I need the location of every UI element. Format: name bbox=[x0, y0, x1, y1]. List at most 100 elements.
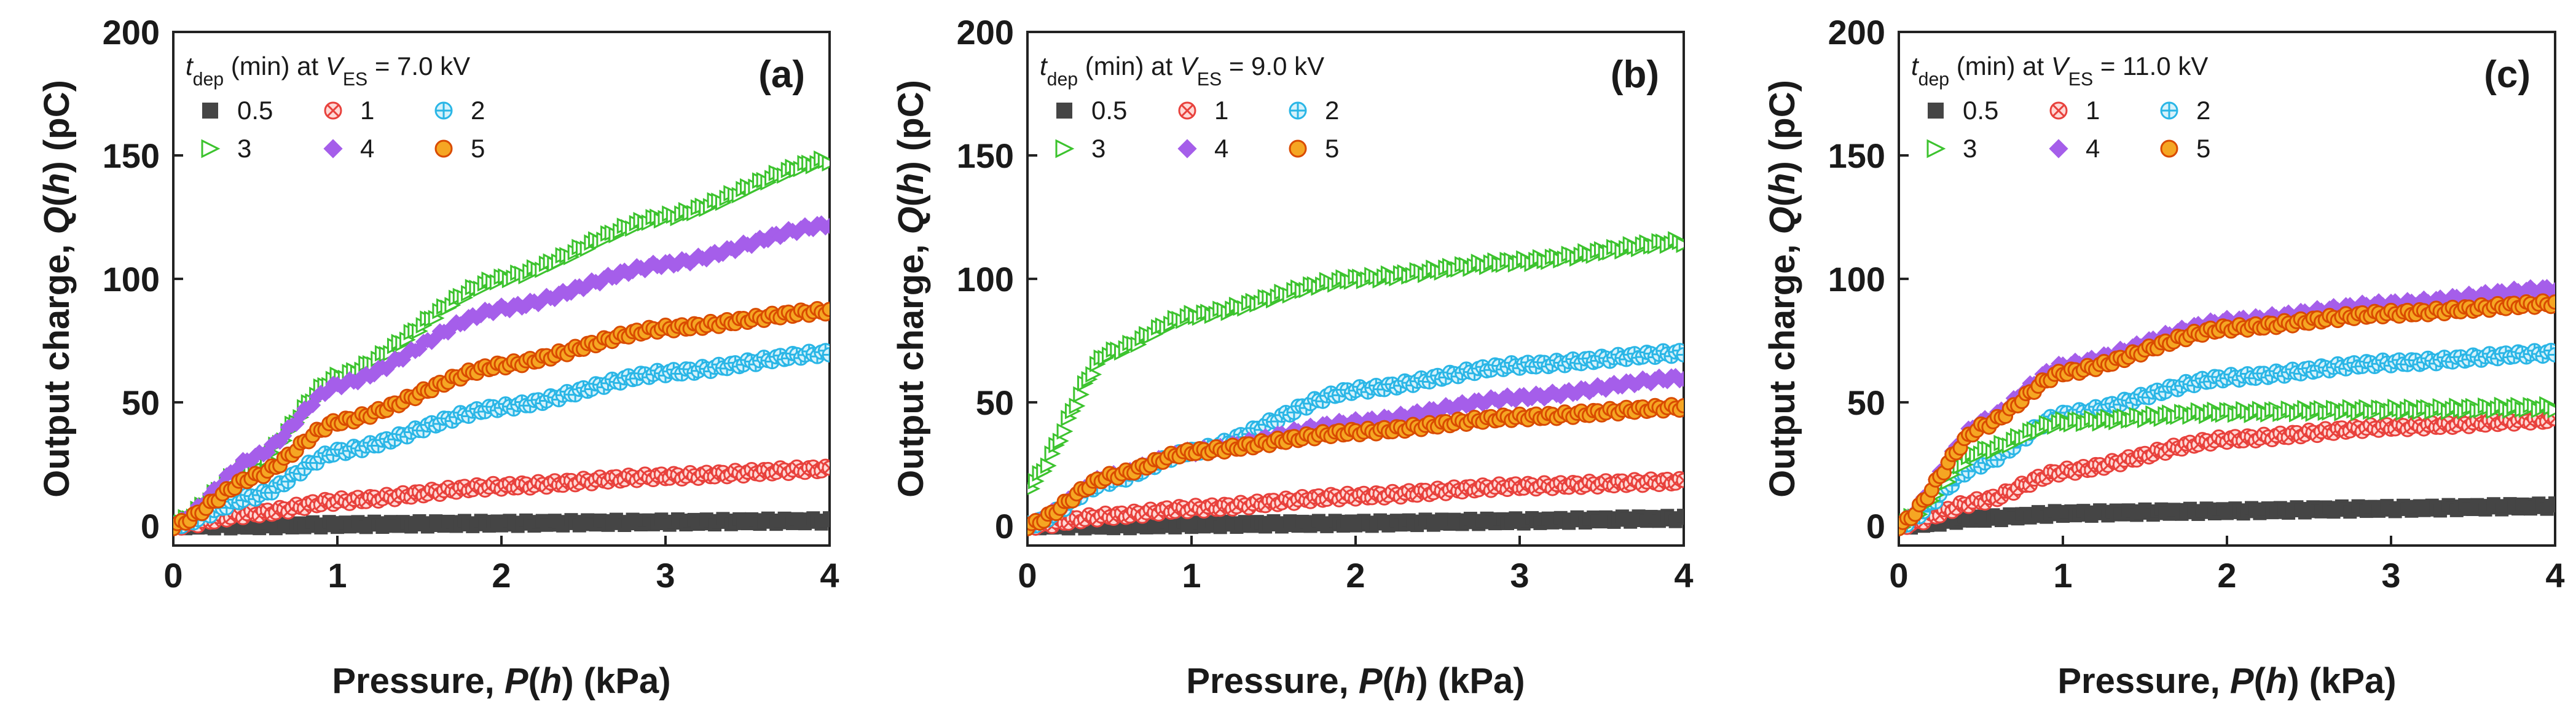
data-point bbox=[1073, 386, 1090, 403]
y-tick-label: 100 bbox=[957, 260, 1014, 299]
data-point bbox=[2548, 496, 2555, 511]
x-tick-label: 1 bbox=[1182, 556, 1201, 595]
y-tick-label: 200 bbox=[957, 13, 1014, 52]
series-1 bbox=[1899, 409, 2555, 535]
data-point bbox=[1675, 370, 1684, 388]
legend-label: 2 bbox=[471, 96, 485, 125]
legend-marker bbox=[434, 101, 453, 120]
data-point bbox=[579, 277, 596, 294]
x-tick-label: 3 bbox=[2381, 556, 2400, 595]
panel-label: (c) bbox=[2484, 53, 2531, 96]
legend-item-4: 4 bbox=[323, 134, 374, 163]
y-tick-label: 0 bbox=[1866, 507, 1885, 546]
legend-item-4: 4 bbox=[2049, 134, 2100, 163]
data-point bbox=[1677, 509, 1684, 523]
legend-label: 3 bbox=[1091, 134, 1105, 163]
legend-item-3: 3 bbox=[1926, 134, 1977, 163]
legend-item-1: 1 bbox=[2049, 96, 2100, 125]
x-tick-label: 4 bbox=[1674, 556, 1693, 595]
legend-marker bbox=[1928, 103, 1944, 119]
legend-item-5: 5 bbox=[434, 134, 485, 163]
legend-item-0-5: 0.5 bbox=[1928, 96, 1998, 125]
legend-label: 0.5 bbox=[1963, 96, 1998, 125]
data-point bbox=[517, 298, 535, 315]
legend-label: 5 bbox=[2196, 134, 2210, 163]
data-point bbox=[776, 225, 793, 243]
y-tick-label: 50 bbox=[976, 383, 1014, 422]
legend-title: tdep (min) at VES = 11.0 kV bbox=[1911, 52, 2208, 90]
y-tick-label: 200 bbox=[1828, 13, 1885, 52]
legend-marker bbox=[324, 101, 342, 120]
y-tick-label: 50 bbox=[1847, 383, 1885, 422]
data-point bbox=[788, 224, 805, 241]
legend-item-5: 5 bbox=[1289, 134, 1339, 163]
legend-label: 1 bbox=[1214, 96, 1228, 125]
legend-marker bbox=[1289, 101, 1307, 120]
y-axis-title: Output charge, Q(h) (pC) bbox=[37, 80, 77, 498]
legend-marker bbox=[434, 139, 453, 158]
data-point bbox=[399, 345, 415, 362]
x-tick-label: 1 bbox=[328, 556, 347, 595]
data-point bbox=[288, 415, 305, 432]
legend-item-3: 3 bbox=[201, 134, 251, 163]
y-tick-label: 100 bbox=[1828, 260, 1885, 299]
data-point bbox=[395, 351, 411, 368]
panel-label: (b) bbox=[1611, 53, 1659, 96]
legend-item-3: 3 bbox=[1055, 134, 1105, 163]
x-tick-label: 2 bbox=[2217, 556, 2236, 595]
chart-panel-1: 0 1 2 3 4 0 50 100 150 200 Pressure, P(h) (kPa) Out… bbox=[37, 13, 839, 701]
x-tick-label: 4 bbox=[2545, 556, 2564, 595]
data-point bbox=[423, 334, 440, 350]
x-axis-title: Pressure, P(h) (kPa) bbox=[332, 661, 670, 701]
legend-label: 4 bbox=[360, 134, 374, 163]
data-point bbox=[2547, 281, 2555, 299]
y-axis-title: Output charge, Q(h) (pC) bbox=[891, 80, 931, 498]
legend-marker bbox=[2049, 139, 2068, 158]
legend-item-1: 1 bbox=[1178, 96, 1228, 125]
legend-label: 3 bbox=[237, 134, 251, 163]
x-tick-label: 0 bbox=[163, 556, 183, 595]
data-point bbox=[243, 453, 260, 469]
series-5 bbox=[1899, 293, 2555, 536]
legend-label: 4 bbox=[2086, 134, 2100, 163]
legend-item-4: 4 bbox=[1177, 134, 1228, 163]
legend-label: 0.5 bbox=[237, 96, 273, 125]
legend-marker bbox=[1289, 139, 1307, 158]
data-point bbox=[2485, 288, 2502, 304]
legend-label: 3 bbox=[1963, 134, 1977, 163]
data-point bbox=[821, 217, 830, 234]
data-point bbox=[501, 302, 518, 319]
legend-label: 1 bbox=[2086, 96, 2100, 125]
data-point bbox=[2547, 402, 2555, 419]
data-point bbox=[563, 284, 579, 301]
y-tick-label: 0 bbox=[995, 507, 1014, 546]
data-point bbox=[822, 302, 830, 318]
legend-label: 5 bbox=[471, 134, 485, 163]
legend-item-2: 2 bbox=[1289, 96, 1339, 125]
data-point bbox=[276, 428, 293, 444]
data-point bbox=[822, 155, 830, 172]
y-tick-label: 150 bbox=[1828, 136, 1885, 175]
data-point bbox=[1523, 389, 1541, 407]
x-axis-title: Pressure, P(h) (kPa) bbox=[1186, 661, 1525, 701]
legend-item-0-5: 0.5 bbox=[1056, 96, 1127, 125]
y-tick-label: 150 bbox=[103, 136, 160, 175]
legend-marker bbox=[1926, 139, 1946, 158]
x-tick-label: 3 bbox=[656, 556, 675, 595]
legend-label: 0.5 bbox=[1091, 96, 1127, 125]
legend-label: 4 bbox=[1214, 134, 1228, 163]
x-tick-label: 0 bbox=[1018, 556, 1037, 595]
data-point bbox=[1676, 347, 1684, 363]
x-tick-label: 4 bbox=[820, 556, 839, 595]
legend-marker bbox=[323, 139, 343, 158]
data-point bbox=[259, 444, 276, 461]
data-point bbox=[440, 324, 457, 341]
data-point bbox=[823, 511, 830, 525]
x-tick-label: 3 bbox=[1510, 556, 1529, 595]
legend-label: 5 bbox=[1325, 134, 1339, 163]
data-point bbox=[1676, 397, 1684, 413]
legend-marker bbox=[202, 103, 218, 119]
legend-item-5: 5 bbox=[2160, 134, 2210, 163]
legend-marker bbox=[201, 139, 221, 158]
